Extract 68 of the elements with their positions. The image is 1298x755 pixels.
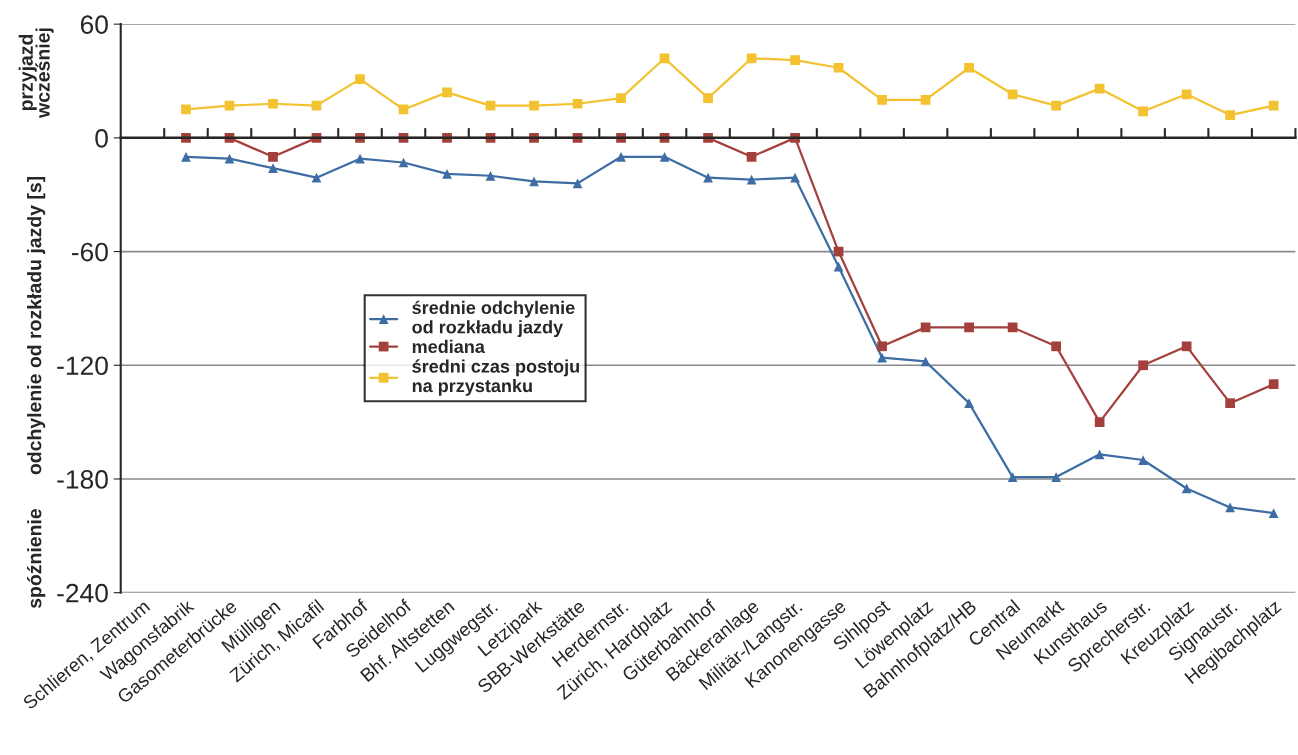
point	[224, 153, 235, 164]
point	[877, 341, 887, 352]
point	[311, 100, 322, 111]
point	[355, 153, 365, 164]
point	[1225, 110, 1235, 120]
point	[1094, 449, 1105, 460]
y-axis-title: odchylenie od rozkładu jazdy [s]	[27, 176, 46, 475]
point	[964, 322, 974, 333]
point	[485, 170, 496, 181]
point	[268, 151, 278, 162]
point	[1138, 455, 1148, 465]
point	[442, 169, 452, 179]
point	[703, 172, 713, 183]
point	[529, 100, 539, 111]
point	[1181, 89, 1192, 100]
point	[1181, 341, 1192, 352]
point	[572, 98, 583, 109]
point	[1094, 417, 1105, 427]
y-tick-label: -240	[57, 583, 108, 603]
point	[268, 98, 278, 109]
point	[1268, 100, 1279, 111]
point	[1007, 89, 1018, 100]
y-tick-label: 0	[95, 129, 108, 148]
point	[181, 151, 191, 162]
point	[1138, 360, 1148, 371]
y-tick-label: -120	[57, 356, 108, 376]
point	[877, 352, 887, 363]
point	[311, 172, 322, 183]
point	[224, 100, 235, 111]
legend-label: średni czas postoju na przystanku	[412, 359, 579, 396]
point	[790, 55, 800, 66]
point	[1051, 100, 1061, 111]
point	[659, 53, 670, 64]
point	[920, 356, 931, 367]
point	[181, 104, 191, 115]
point	[1181, 483, 1192, 494]
point	[1268, 508, 1279, 518]
point	[1007, 472, 1018, 482]
text: przyjazd wcześniej	[18, 28, 54, 118]
point	[1051, 472, 1061, 482]
point	[833, 261, 844, 272]
point	[1138, 106, 1148, 117]
y-tick-label: -60	[71, 242, 108, 262]
point	[746, 53, 757, 64]
point	[833, 62, 844, 73]
point	[746, 151, 757, 162]
point	[964, 62, 974, 73]
point	[572, 178, 583, 189]
point	[1225, 398, 1235, 409]
point	[877, 95, 887, 105]
point	[703, 93, 713, 103]
point	[355, 74, 365, 84]
point	[616, 151, 626, 162]
point	[485, 100, 496, 111]
point	[964, 398, 974, 409]
y-tick-label: -180	[57, 470, 108, 489]
point	[616, 93, 626, 103]
point	[1051, 341, 1061, 352]
point	[1268, 379, 1279, 390]
legend-label: mediana	[412, 339, 485, 354]
point	[1225, 502, 1235, 513]
point	[442, 87, 452, 98]
point	[790, 172, 800, 183]
point	[268, 163, 278, 174]
y-tick-label: 60	[80, 15, 108, 34]
text: spóźnienie	[26, 508, 46, 609]
point	[920, 95, 931, 105]
point	[659, 151, 670, 162]
